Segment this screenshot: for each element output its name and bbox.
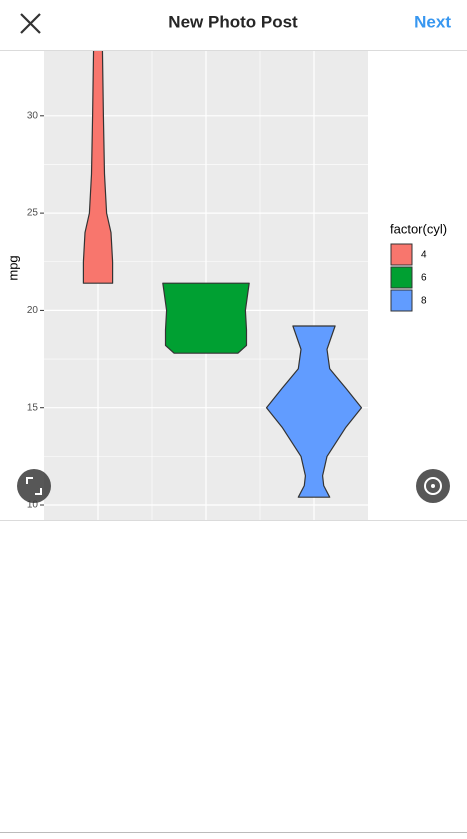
y-axis-label: mpg — [5, 255, 20, 280]
expand-icon — [17, 469, 51, 503]
y-tick-label: 10 — [27, 500, 39, 511]
rotate-dot — [431, 484, 435, 488]
close-icon — [20, 13, 41, 34]
legend-title: factor(cyl) — [390, 221, 447, 236]
expand-button[interactable] — [17, 469, 51, 503]
violin — [82, 51, 114, 284]
y-tick-label: 20 — [27, 305, 39, 316]
violin — [265, 325, 363, 498]
header-title: New Photo Post — [168, 12, 298, 31]
legend-key — [390, 289, 413, 312]
violins — [82, 51, 363, 498]
legend-label: 4 — [421, 250, 427, 261]
legend-label: 8 — [421, 296, 427, 307]
legend-label: 6 — [421, 273, 427, 284]
legend: 4 6 8 — [390, 243, 427, 312]
violin — [162, 282, 250, 354]
close-button[interactable] — [20, 13, 41, 34]
legend-key — [390, 243, 413, 266]
axis: 10 15 20 25 30 — [27, 110, 44, 511]
y-tick-label: 15 — [27, 402, 39, 413]
rotate-button[interactable] — [416, 469, 450, 503]
expand-arrows — [26, 477, 42, 495]
y-tick-label: 25 — [27, 208, 39, 219]
legend-key — [390, 266, 413, 289]
y-tick-label: 30 — [27, 110, 39, 121]
next-button[interactable]: Next — [414, 12, 451, 31]
rotate-ring — [424, 477, 442, 495]
